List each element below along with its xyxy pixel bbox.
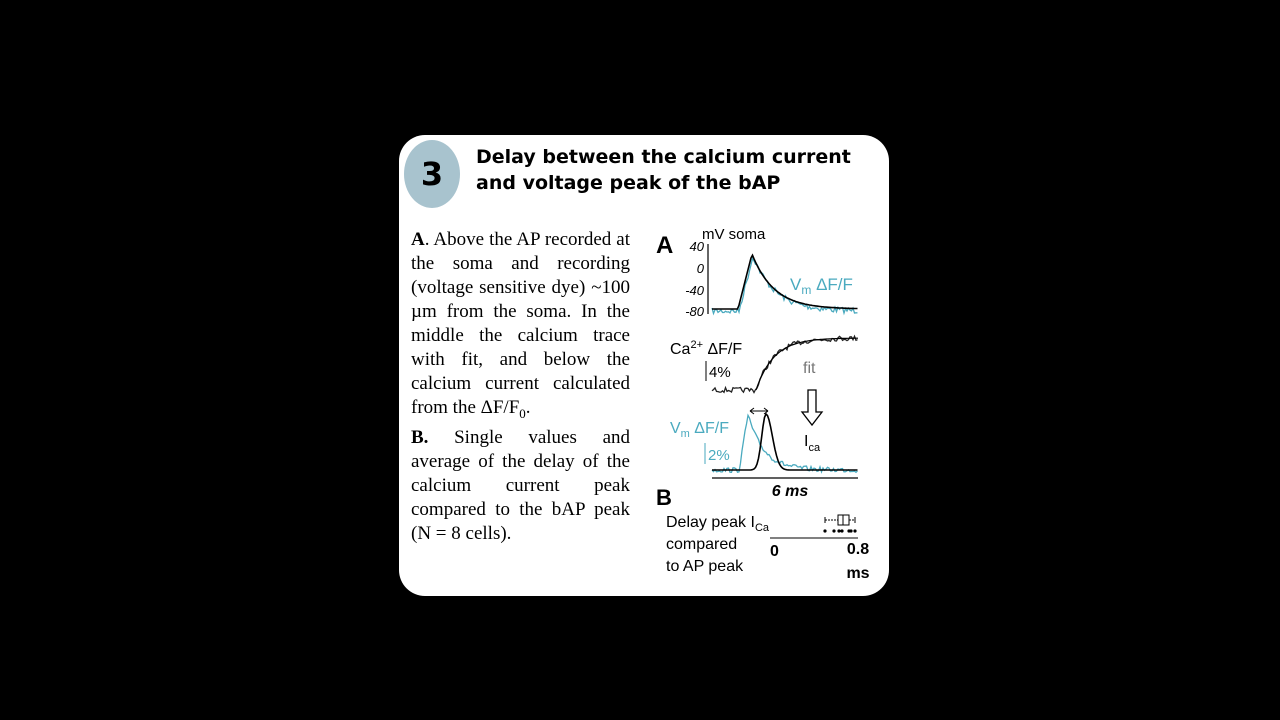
text: . <box>525 397 531 418</box>
panel-label: A <box>656 232 673 259</box>
dot <box>853 529 857 533</box>
tick: -80 <box>685 304 705 319</box>
card <box>399 135 889 596</box>
t: V <box>790 275 802 294</box>
unit: mV soma <box>702 226 766 243</box>
t: 2+ <box>690 339 703 351</box>
title: Delay between the calcium current and vol… <box>476 144 880 196</box>
unit: ms <box>846 565 869 582</box>
description: A. Above the AP recorded at the soma and… <box>411 228 630 546</box>
t: Ca <box>755 522 770 534</box>
voltage-trace <box>711 413 858 474</box>
box-plot <box>824 514 856 526</box>
t: ca <box>808 442 821 454</box>
label: A <box>411 229 425 250</box>
trace-label: Ca2+ ΔF/F <box>670 339 742 358</box>
scale-label: 6 ms <box>772 483 809 500</box>
title-line: Delay between the calcium current <box>476 146 851 168</box>
tick: 40 <box>690 239 705 254</box>
voltage-fit <box>712 253 858 310</box>
label: Delay peak ICa <box>666 514 770 534</box>
voltage-trace <box>711 256 858 316</box>
dot <box>840 529 844 533</box>
text: . Above the AP recorded at the soma and … <box>411 229 630 418</box>
t: I <box>804 433 808 450</box>
trace-label: Vm ΔF/F <box>790 275 853 297</box>
scale-label: 4% <box>709 364 731 381</box>
text: Single values and average of the delay o… <box>411 426 630 544</box>
label: compared <box>666 536 737 553</box>
tick: 0.8 <box>847 541 869 558</box>
title-line: and voltage peak of the bAP <box>476 172 781 194</box>
delay-arrow <box>749 407 769 415</box>
t: ΔF/F <box>811 275 853 294</box>
label: to AP peak <box>666 558 744 575</box>
arrow <box>800 389 824 427</box>
t: ΔF/F <box>690 420 729 437</box>
trace-label: Ica <box>804 433 821 454</box>
trace-label: Vm ΔF/F <box>670 420 729 440</box>
calcium-current <box>712 412 858 471</box>
dots <box>823 529 857 533</box>
t: V <box>670 420 681 437</box>
t: Ca <box>670 341 691 358</box>
tick: -40 <box>685 283 705 298</box>
t: m <box>801 283 811 297</box>
badge: 3 <box>404 140 460 208</box>
subscript: 0 <box>519 405 526 421</box>
panel-label: B <box>656 485 672 510</box>
t: m <box>681 428 690 440</box>
tick: 0 <box>697 261 705 276</box>
fit-label: fit <box>803 360 816 377</box>
tick: 0 <box>770 543 779 560</box>
label: B. <box>411 426 429 448</box>
dot <box>849 529 853 533</box>
calcium-fit <box>755 337 858 391</box>
dot <box>823 529 827 533</box>
dot <box>837 529 841 533</box>
t: Delay peak I <box>666 514 755 531</box>
t: ΔF/F <box>703 341 742 358</box>
dot <box>832 529 836 533</box>
scale-label: 2% <box>708 447 730 464</box>
